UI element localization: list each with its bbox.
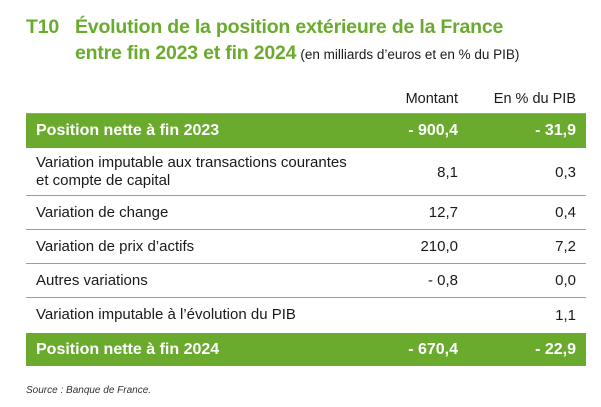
row-amount: - 0,8 bbox=[364, 272, 458, 289]
table-row-gdp: Variation imputable à l’évolution du PIB… bbox=[26, 298, 586, 333]
table-row-current-account: Variation imputable aux transactions cou… bbox=[26, 149, 586, 196]
title-line-1: T10 Évolution de la position extérieure d… bbox=[26, 14, 586, 40]
table-title: T10 Évolution de la position extérieure d… bbox=[26, 14, 586, 68]
row-pct: 7,2 bbox=[458, 238, 586, 255]
row-amount: 12,7 bbox=[364, 204, 458, 221]
row-label: Variation imputable à l’évolution du PIB bbox=[26, 306, 364, 324]
table-row-exchange: Variation de change 12,7 0,4 bbox=[26, 196, 586, 230]
row-label: Autres variations bbox=[26, 272, 364, 290]
row-label: Position nette à fin 2023 bbox=[26, 122, 364, 140]
row-pct: 0,3 bbox=[458, 164, 586, 181]
table-row-position-2024: Position nette à fin 2024 - 670,4 - 22,9 bbox=[26, 333, 586, 366]
row-pct: 0,4 bbox=[458, 204, 586, 221]
table-row-asset-prices: Variation de prix d’actifs 210,0 7,2 bbox=[26, 230, 586, 264]
row-label-line-2: et compte de capital bbox=[36, 172, 170, 189]
row-label: Position nette à fin 2024 bbox=[26, 341, 364, 359]
column-header-amount: Montant bbox=[364, 91, 458, 107]
table-header-row: Montant En % du PIB bbox=[26, 85, 586, 114]
title-text-1: Évolution de la position extérieure de l… bbox=[75, 16, 503, 38]
row-amount: - 670,4 bbox=[364, 341, 458, 359]
row-pct: 0,0 bbox=[458, 272, 586, 289]
title-line-2: entre fin 2023 et fin 2024 (en milliards … bbox=[26, 40, 586, 68]
source-note: Source : Banque de France. bbox=[26, 385, 151, 396]
row-label: Variation imputable aux transactions cou… bbox=[26, 154, 364, 190]
row-amount: - 900,4 bbox=[364, 122, 458, 140]
table-code: T10 bbox=[26, 14, 75, 40]
table-row-position-2023: Position nette à fin 2023 - 900,4 - 31,9 bbox=[26, 114, 586, 149]
row-label: Variation de change bbox=[26, 204, 364, 222]
row-pct: 1,1 bbox=[458, 307, 586, 324]
row-pct: - 22,9 bbox=[458, 341, 586, 359]
row-pct: - 31,9 bbox=[458, 122, 586, 140]
row-label: Variation de prix d’actifs bbox=[26, 238, 364, 256]
column-header-pct: En % du PIB bbox=[458, 91, 586, 107]
row-label-line-1: Variation imputable aux transactions cou… bbox=[36, 154, 347, 171]
data-table: Montant En % du PIB Position nette à fin… bbox=[26, 85, 586, 366]
table-row-other: Autres variations - 0,8 0,0 bbox=[26, 264, 586, 298]
title-text-2: entre fin 2023 et fin 2024 bbox=[75, 42, 296, 64]
title-unit: (en milliards d’euros et en % du PIB) bbox=[300, 47, 519, 62]
row-amount: 210,0 bbox=[364, 238, 458, 255]
row-amount: 8,1 bbox=[364, 164, 458, 181]
